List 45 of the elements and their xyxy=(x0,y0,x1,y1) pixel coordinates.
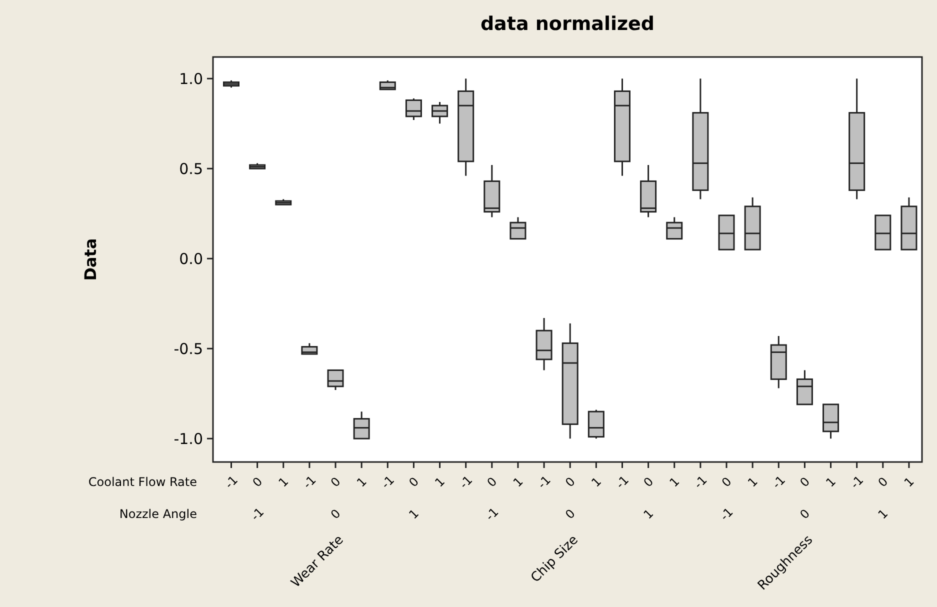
y-tick-label: 1.0 xyxy=(179,70,203,88)
x-tick-label: -1 xyxy=(691,472,710,492)
text: 1 xyxy=(875,506,891,522)
x-tick-label: -1 xyxy=(300,472,319,492)
x-tick-label: 1 xyxy=(823,474,839,490)
chart-title: data normalized xyxy=(480,13,655,35)
text: Coolant Flow Rate xyxy=(88,475,197,490)
x-tick-label: -1 xyxy=(848,472,866,492)
y-tick-label: 0.5 xyxy=(179,160,203,178)
y-tick-label: -1.0 xyxy=(174,430,203,448)
x-tick-label: 0 xyxy=(250,474,266,490)
x-tick-label: 1 xyxy=(666,474,682,490)
x-tick-label: 0 xyxy=(484,474,500,490)
x-tick-label: 1 xyxy=(901,474,917,490)
text: 0 xyxy=(328,506,344,522)
text: 0 xyxy=(562,506,578,522)
y-axis-title: Data xyxy=(81,238,100,281)
x-tick-label: -1 xyxy=(613,472,632,492)
text: -1 xyxy=(482,504,502,524)
x-tick-label: 1 xyxy=(745,474,760,490)
text: 1 xyxy=(406,506,422,522)
y-tick-label: 0.0 xyxy=(179,250,203,268)
x-tick-label: 0 xyxy=(328,474,344,490)
x-tick-label: 0 xyxy=(797,474,812,490)
text: -1 xyxy=(717,504,736,524)
x-tick-label: 1 xyxy=(510,474,526,490)
x-tick-label: 1 xyxy=(588,474,604,490)
x-tick-label: 0 xyxy=(640,474,656,490)
x-tick-label: 0 xyxy=(875,474,891,490)
x-tick-label: 0 xyxy=(562,474,578,490)
x-tick-label: 1 xyxy=(276,474,292,490)
x-tick-label: -1 xyxy=(770,472,788,492)
x-tick-label: -1 xyxy=(378,472,397,492)
text: 1 xyxy=(640,506,656,522)
x-tick-label: 1 xyxy=(354,474,370,490)
x-tick-label: -1 xyxy=(456,472,476,492)
text: Nozzle Angle xyxy=(119,507,197,522)
text: 0 xyxy=(797,506,812,522)
x-tick-label: -1 xyxy=(222,472,241,492)
x-tick-label: -1 xyxy=(535,472,554,492)
text: -1 xyxy=(248,504,267,524)
y-tick-label: -0.5 xyxy=(174,340,203,358)
x-tick-label: 0 xyxy=(718,474,734,490)
x-tick-label: 0 xyxy=(406,474,422,490)
x-tick-label: 1 xyxy=(432,474,448,490)
